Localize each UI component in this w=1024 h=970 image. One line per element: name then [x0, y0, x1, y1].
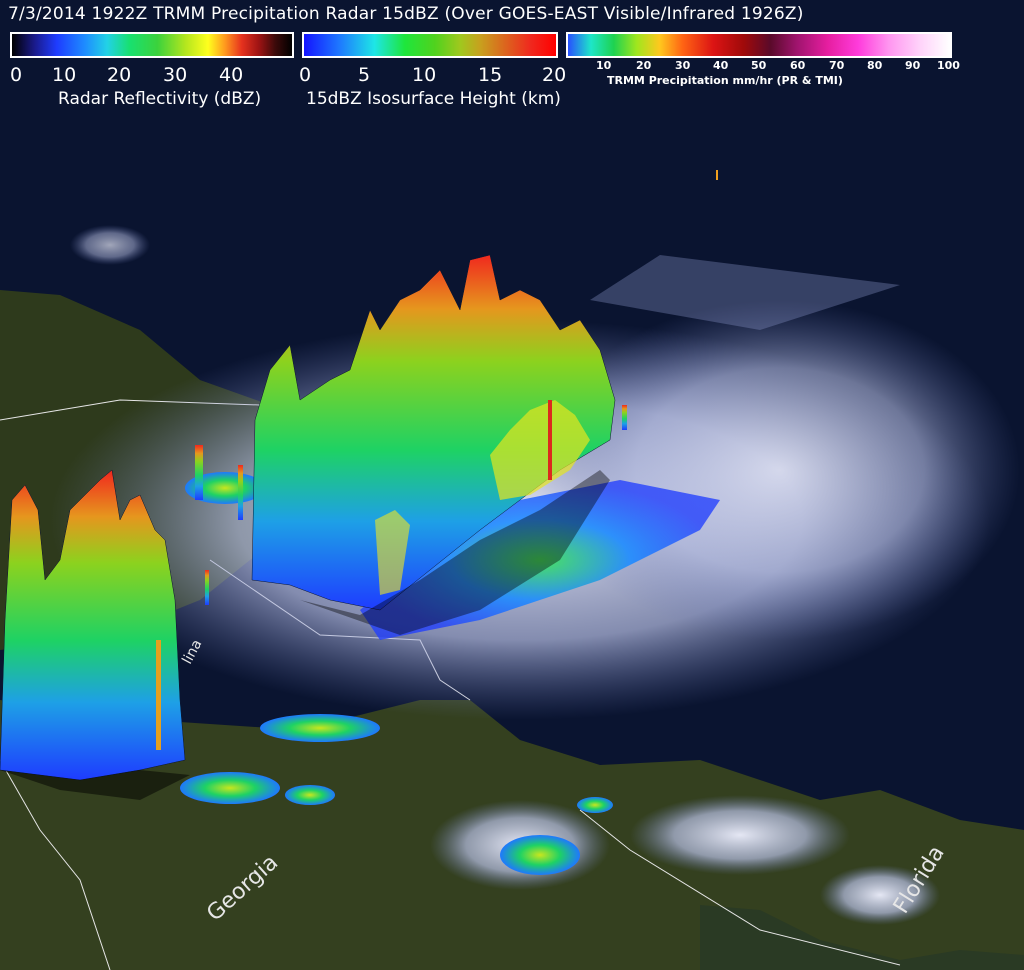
tower-shadow-main [300, 470, 610, 635]
height-tick-10: 10 [412, 64, 437, 86]
height-colorbar-label: 15dBZ Isosurface Height (km) [306, 89, 561, 109]
land-gulf-coast [700, 905, 1024, 970]
rain-tick-40: 40 [713, 59, 729, 72]
cloud-band-outer [540, 300, 1020, 640]
rain-tick-90: 90 [905, 59, 921, 72]
height-tick-20: 20 [542, 64, 567, 86]
cloud-georgia-2 [630, 795, 850, 875]
rain-tick-30: 30 [675, 59, 691, 72]
rain-tick-80: 80 [867, 59, 883, 72]
small-tower-4 [622, 405, 627, 430]
rain-cell-2 [260, 714, 380, 742]
small-tower-1 [195, 445, 203, 500]
rain-cell-5 [500, 835, 580, 875]
rain-rate-colorbar-label: TRMM Precipitation mm/hr (PR & TMI) [607, 74, 843, 87]
rain-rate-colorbar [566, 32, 952, 58]
small-tower-2 [238, 465, 243, 520]
height-tick-5: 5 [358, 64, 371, 86]
rain-tick-100: 100 [937, 59, 960, 72]
reflectivity-tick-0: 0 [10, 64, 23, 86]
height-colorbar [302, 32, 558, 58]
cloud-north [70, 225, 150, 265]
tower-shadow-left [0, 770, 190, 800]
rain-tick-50: 50 [751, 59, 767, 72]
rain-cell-1 [185, 472, 265, 504]
rain-cell-4 [285, 785, 335, 805]
rain-tick-10: 10 [596, 59, 612, 72]
state-border-ga-fl [579, 809, 901, 966]
reflectivity-tick-10: 10 [52, 64, 77, 86]
tower-cluster-main [251, 254, 616, 611]
reflectivity-tick-30: 30 [163, 64, 188, 86]
state-border-al-ga [0, 759, 111, 970]
rain-swath-main [360, 480, 720, 640]
height-tick-15: 15 [478, 64, 503, 86]
rain-cell-6 [577, 797, 613, 813]
pr-swath-boundary [590, 255, 900, 330]
figure-title: 7/3/2014 1922Z TRMM Precipitation Radar … [8, 4, 804, 24]
rain-tick-70: 70 [829, 59, 845, 72]
reflectivity-tick-20: 20 [107, 64, 132, 86]
rain-tick-60: 60 [790, 59, 806, 72]
height-tick-0: 0 [299, 64, 312, 86]
cloud-florida [820, 865, 940, 925]
rain-tick-20: 20 [636, 59, 652, 72]
reflectivity-colorbar-label: Radar Reflectivity (dBZ) [58, 89, 262, 109]
reflectivity-colorbar [10, 32, 294, 58]
reflectivity-tick-40: 40 [219, 64, 244, 86]
rain-cell-3 [180, 772, 280, 804]
small-tower-3 [205, 570, 209, 605]
tiny-marker [716, 170, 718, 180]
tower-cluster-left [0, 469, 186, 781]
